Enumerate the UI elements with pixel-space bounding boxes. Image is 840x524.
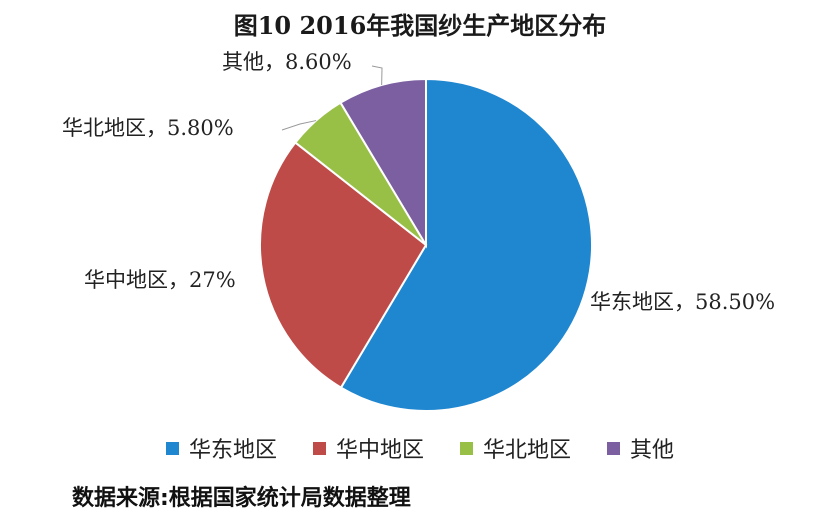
legend-item-central: 华中地区: [312, 432, 424, 464]
legend-swatch-other: [607, 441, 621, 455]
chart-title: 图10 2016年我国纱生产地区分布: [233, 11, 607, 40]
legend-swatch-east: [165, 441, 179, 455]
source-note: 数据来源:根据国家统计局数据整理: [72, 486, 411, 511]
pie-slice-east: [339, 77, 593, 412]
legend-item-north: 华北地区: [460, 432, 571, 464]
slice-label-north: 华北地区，5.80%: [62, 116, 234, 140]
legend-label-north: 华北地区: [483, 438, 572, 463]
legend: 华东地区 华中地区 华北地区 其他: [0, 432, 840, 464]
legend-label-east: 华东地区: [188, 438, 277, 463]
pie-slice-central: [259, 141, 428, 389]
legend-label-other: 其他: [630, 438, 675, 463]
leader-line-north: [281, 120, 317, 131]
legend-item-east: 华东地区: [165, 432, 277, 464]
slice-label-east: 华东地区，58.50%: [590, 290, 776, 314]
legend-label-central: 华中地区: [335, 438, 424, 463]
legend-swatch-north: [460, 441, 473, 455]
legend-swatch-central: [312, 441, 326, 455]
slice-label-central: 华中地区，27%: [84, 268, 236, 292]
legend-item-other: 其他: [607, 432, 674, 464]
slice-label-other: 其他，8.60%: [222, 50, 352, 74]
leader-line-other: [371, 65, 383, 86]
pie-slice-other: [339, 77, 427, 249]
